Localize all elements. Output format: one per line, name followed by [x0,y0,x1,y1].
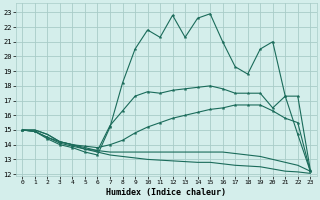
X-axis label: Humidex (Indice chaleur): Humidex (Indice chaleur) [106,188,226,197]
